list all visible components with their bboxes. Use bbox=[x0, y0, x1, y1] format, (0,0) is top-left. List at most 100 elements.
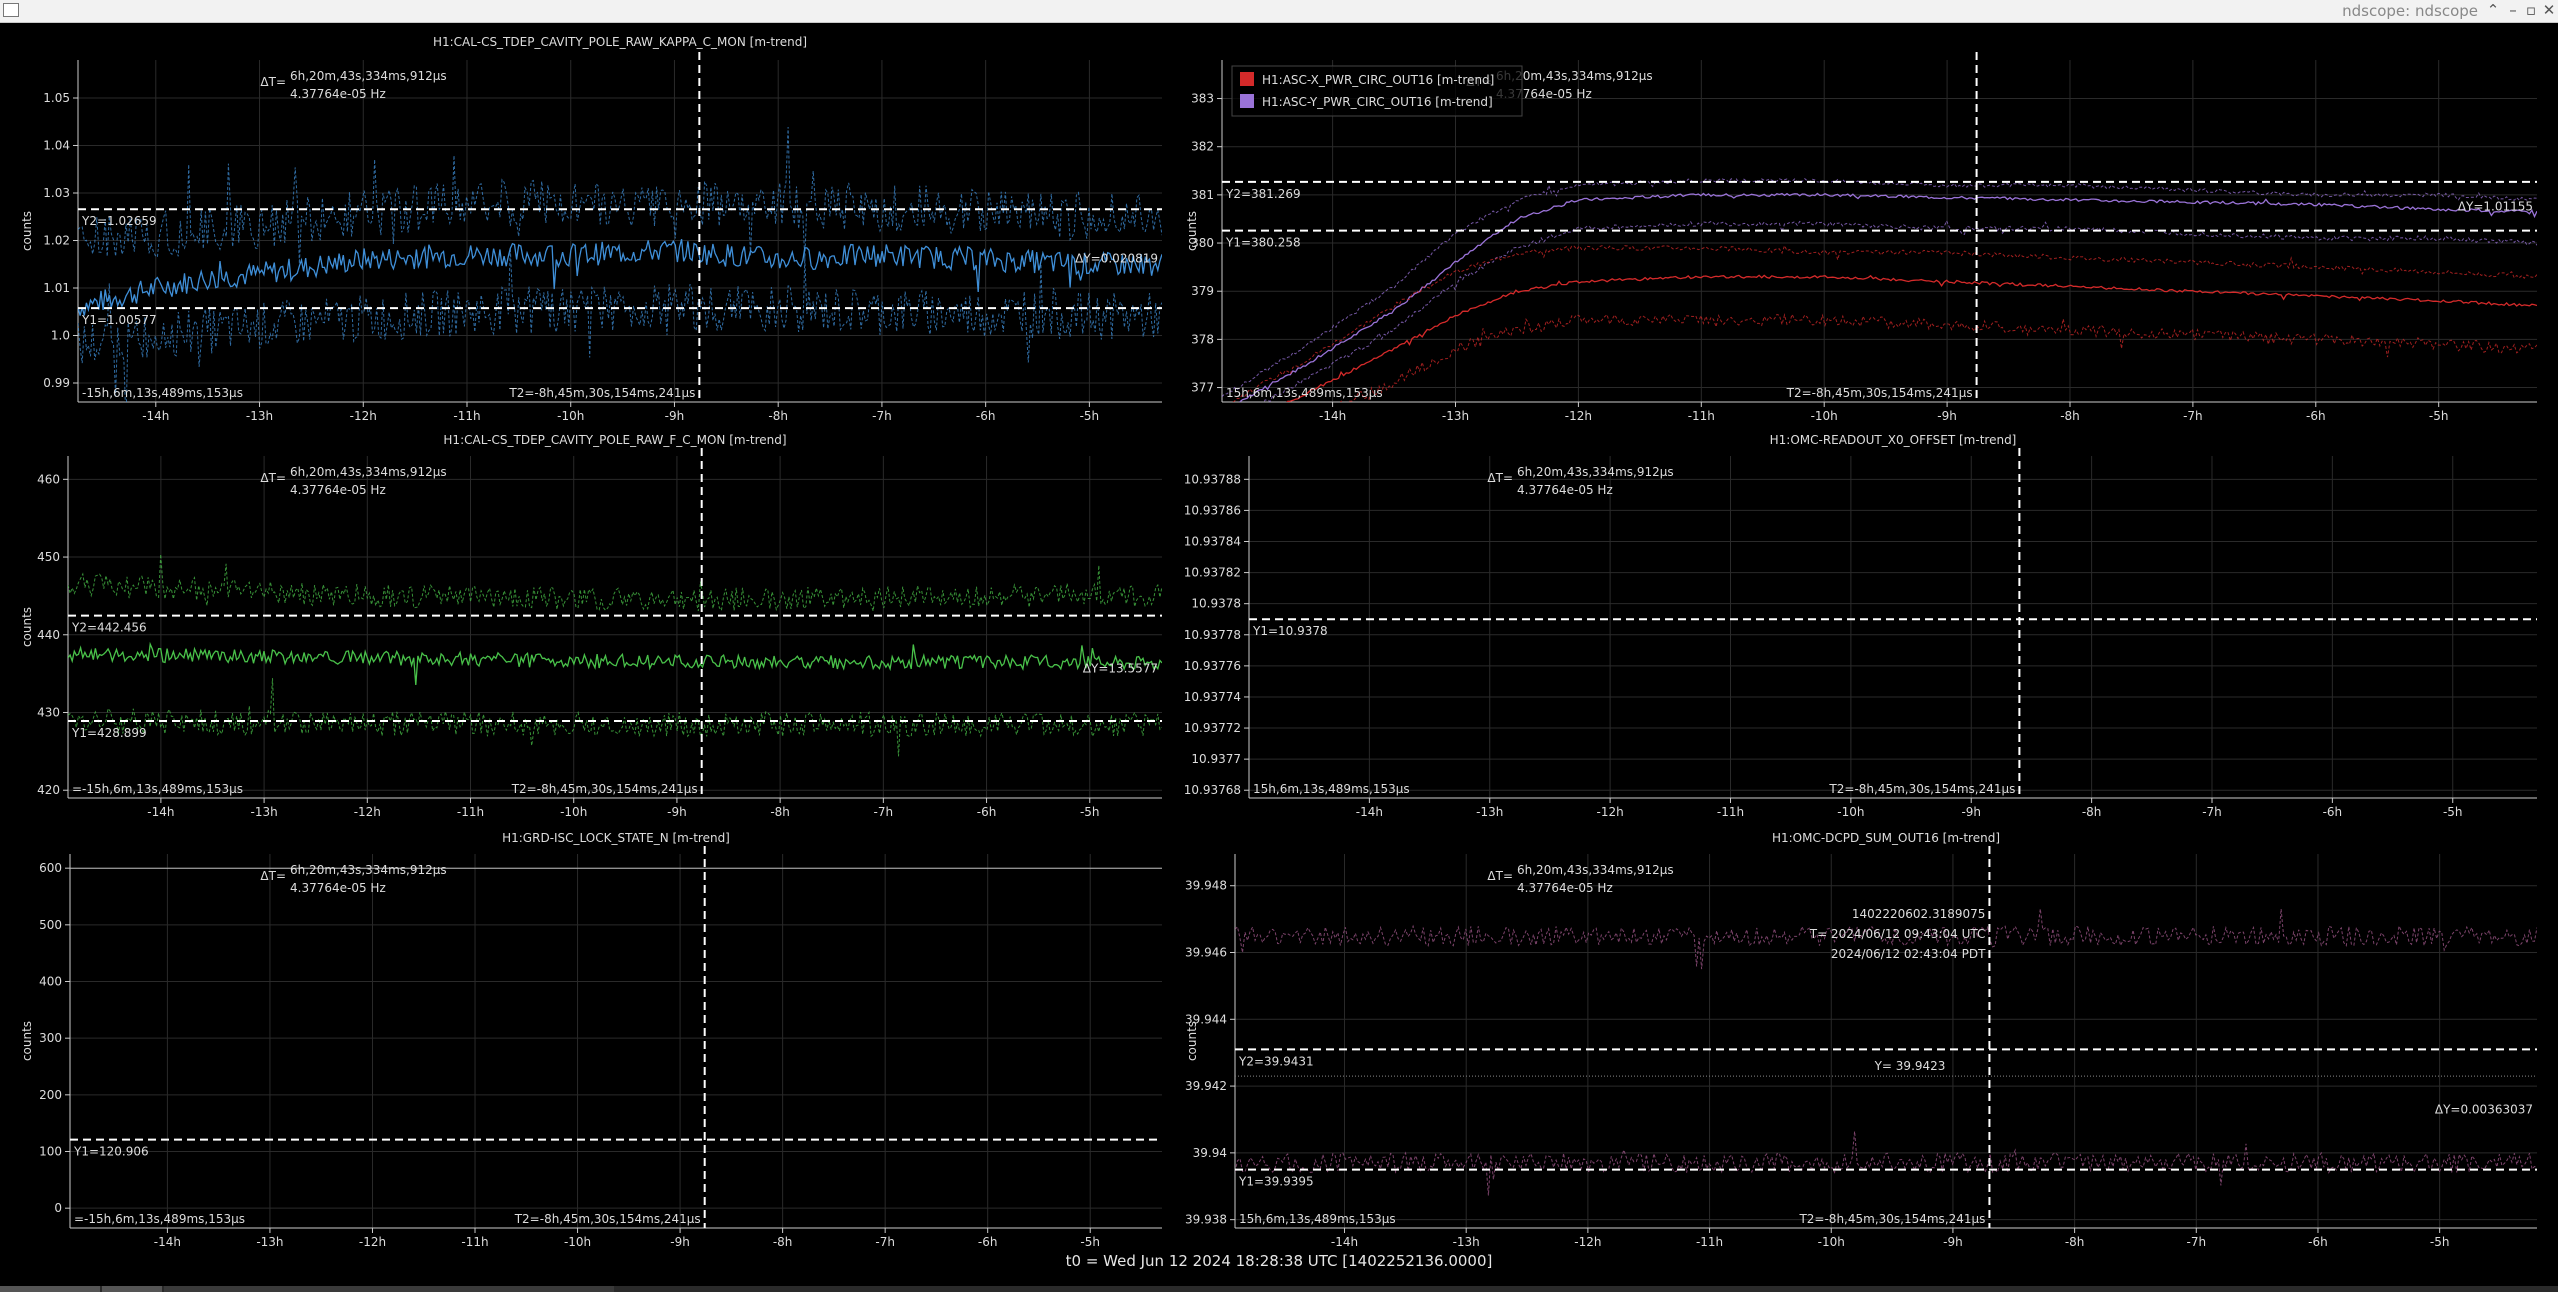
plot-omc-dcpd-sum[interactable]: H1:OMC-DCPD_SUM_OUT16 [m-trend] -14h -13h -… bbox=[1165, 818, 2558, 1248]
y-tick-label: 600 bbox=[39, 861, 62, 875]
series-line-min bbox=[1340, 313, 2537, 402]
legend-swatch bbox=[1240, 94, 1254, 108]
x-tick-label: -12h bbox=[359, 1235, 386, 1248]
x-tick-label: -6h bbox=[2308, 1235, 2328, 1248]
crosshair-utc: T= 2024/06/12 09:43:04 UTC bbox=[1809, 927, 1986, 941]
x-tick-label: -7h bbox=[872, 409, 892, 420]
x-tick-label: -12h bbox=[1597, 805, 1624, 818]
delta-y-label: ΔY=13.5577 bbox=[1083, 661, 1158, 675]
x-tick-label: -7h bbox=[2187, 1235, 2207, 1248]
series-line-min bbox=[1263, 219, 2537, 402]
y-tick-label: 400 bbox=[39, 975, 62, 989]
series-group bbox=[68, 554, 1162, 757]
series-line-min bbox=[68, 678, 1162, 757]
plot-svg: H1:CAL-CS_TDEP_CAVITY_POLE_RAW_F_C_MON [… bbox=[20, 433, 1162, 818]
t0-footer: t0 = Wed Jun 12 2024 18:28:38 UTC [14022… bbox=[1065, 1252, 1493, 1270]
close-button[interactable]: ✕ bbox=[2542, 1, 2556, 19]
plot-title: H1:CAL-CS_TDEP_CAVITY_POLE_RAW_F_C_MON [… bbox=[443, 433, 786, 447]
y-tick-label: 440 bbox=[37, 628, 60, 642]
delta-y-label: ΔY=0.020819 bbox=[1075, 252, 1158, 266]
x-tick-label: -12h bbox=[350, 409, 377, 420]
t2-cursor-label: T2=-8h,45m,30s,154ms,241μs bbox=[514, 1212, 701, 1226]
x-tick-label: -7h bbox=[875, 1235, 895, 1248]
x-tick-label: -11h bbox=[453, 409, 480, 420]
plot-grd-isc-lock-state[interactable]: H1:GRD-ISC_LOCK_STATE_N [m-trend] -14h -13… bbox=[0, 818, 1165, 1248]
y1-cursor-label: Y1=1.00577 bbox=[81, 313, 157, 327]
y-tick-label: 383 bbox=[1191, 92, 1214, 106]
plot-asc-pwr-circ[interactable]: -14h -13h -12h -11h -10h -9h -8h -7h -6h -5h 377 37… bbox=[1165, 22, 2558, 420]
y-tick-label: 10.93776 bbox=[1184, 659, 1241, 673]
chevron-up-icon[interactable]: ⌃ bbox=[2486, 1, 2500, 19]
maximize-button[interactable]: ▫ bbox=[2525, 1, 2537, 19]
y2-cursor-label: Y2=1.02659 bbox=[81, 214, 157, 228]
plot-title: H1:CAL-CS_TDEP_CAVITY_POLE_RAW_KAPPA_C_M… bbox=[433, 35, 807, 49]
plot-title: H1:OMC-READOUT_X0_OFFSET [m-trend] bbox=[1770, 433, 2017, 447]
y-tick-label: 10.93768 bbox=[1184, 783, 1241, 797]
series-line-mean bbox=[78, 239, 1162, 316]
y-tick-label: 500 bbox=[39, 918, 62, 932]
x-tick-label: -9h bbox=[667, 805, 687, 818]
x-tick-label: -11h bbox=[1696, 1235, 1723, 1248]
legend-entry: H1:ASC-Y_PWR_CIRC_OUT16 [m-trend] bbox=[1262, 95, 1493, 109]
t2-cursor-label: T2=-8h,45m,30s,154ms,241μs bbox=[508, 386, 695, 400]
app-icon bbox=[3, 3, 19, 17]
y-tick-label: 10.9377 bbox=[1191, 752, 1241, 766]
plot-kappa-c[interactable]: H1:CAL-CS_TDEP_CAVITY_POLE_RAW_KAPPA_C_M… bbox=[0, 22, 1165, 420]
series-line-mean bbox=[1286, 274, 2537, 402]
x-tick-label: -5h bbox=[2443, 805, 2463, 818]
y1-cursor-label: Y1=120.906 bbox=[73, 1145, 149, 1159]
x-tick-label: -10h bbox=[560, 805, 587, 818]
y-tick-label: 300 bbox=[39, 1031, 62, 1045]
y-axis-label: counts bbox=[20, 211, 34, 251]
plot-svg: H1:OMC-READOUT_X0_OFFSET [m-trend] -14h -1… bbox=[1184, 433, 2537, 818]
x-tick-label: -11h bbox=[1688, 409, 1715, 420]
x-tick-label: -7h bbox=[2202, 805, 2222, 818]
x-tick-label: -9h bbox=[670, 1235, 690, 1248]
series-line-mean bbox=[68, 641, 1162, 685]
x-tick-label: -7h bbox=[2183, 409, 2203, 420]
x-tick-label: -5h bbox=[1080, 1235, 1100, 1248]
x-tick-label: -9h bbox=[1937, 409, 1957, 420]
delta-t-label: ΔT= bbox=[260, 75, 286, 89]
y-tick-label: 420 bbox=[37, 783, 60, 797]
x-tick-label: -12h bbox=[354, 805, 381, 818]
minimize-button[interactable]: – bbox=[2509, 1, 2517, 19]
x-tick-label: -8h bbox=[2065, 1235, 2085, 1248]
y-tick-label: 10.93786 bbox=[1184, 503, 1241, 517]
series-group bbox=[78, 126, 1162, 402]
plot-svg: H1:GRD-ISC_LOCK_STATE_N [m-trend] -14h -13… bbox=[20, 831, 1162, 1248]
y-tick-label: 460 bbox=[37, 472, 60, 486]
plot-omc-readout-x0[interactable]: H1:OMC-READOUT_X0_OFFSET [m-trend] -14h -1… bbox=[1165, 420, 2558, 818]
y-tick-label: 39.946 bbox=[1185, 946, 1227, 960]
delta-t-frequency: 4.37764e-05 Hz bbox=[1517, 881, 1613, 895]
x-tick-label: -8h bbox=[770, 805, 790, 818]
y-tick-label: 1.04 bbox=[43, 139, 70, 153]
plot-grid[interactable]: H1:CAL-CS_TDEP_CAVITY_POLE_RAW_KAPPA_C_M… bbox=[0, 22, 2558, 1262]
plot-svg: -14h -13h -12h -11h -10h -9h -8h -7h -6h -5h 377 37… bbox=[1185, 52, 2537, 420]
y-axis-label: counts bbox=[20, 607, 34, 647]
t1-cursor-label: 15h,6m,13s,489ms,153μs bbox=[1239, 1212, 1396, 1226]
y-tick-label: 39.94 bbox=[1193, 1146, 1227, 1160]
delta-t-value: 6h,20m,43s,334ms,912μs bbox=[1496, 69, 1653, 83]
t2-cursor-label: T2=-8h,45m,30s,154ms,241μs bbox=[511, 782, 698, 796]
y-tick-label: 430 bbox=[37, 706, 60, 720]
y-tick-label: 10.93788 bbox=[1184, 472, 1241, 486]
plot-title: H1:GRD-ISC_LOCK_STATE_N [m-trend] bbox=[502, 831, 730, 845]
x-tick-label: -13h bbox=[1453, 1235, 1480, 1248]
t2-cursor-label: T2=-8h,45m,30s,154ms,241μs bbox=[1828, 782, 2015, 796]
y-tick-label: 1.03 bbox=[43, 186, 70, 200]
y2-cursor-label: Y2=39.9431 bbox=[1238, 1054, 1314, 1068]
x-tick-label: -12h bbox=[1565, 409, 1592, 420]
x-tick-label: -11h bbox=[457, 805, 484, 818]
series-group bbox=[1222, 177, 2537, 402]
x-tick-label: -6h bbox=[978, 1235, 998, 1248]
delta-t-label: ΔT= bbox=[1487, 869, 1513, 883]
x-tick-label: -6h bbox=[977, 805, 997, 818]
series-line-max bbox=[1235, 908, 2537, 970]
x-tick-label: -14h bbox=[147, 805, 174, 818]
delta-t-label: ΔT= bbox=[260, 471, 286, 485]
y-tick-label: 100 bbox=[39, 1145, 62, 1159]
plot-f-c[interactable]: H1:CAL-CS_TDEP_CAVITY_POLE_RAW_F_C_MON [… bbox=[0, 420, 1165, 818]
series-line-max bbox=[78, 126, 1162, 264]
y-tick-label: 39.944 bbox=[1185, 1012, 1227, 1026]
